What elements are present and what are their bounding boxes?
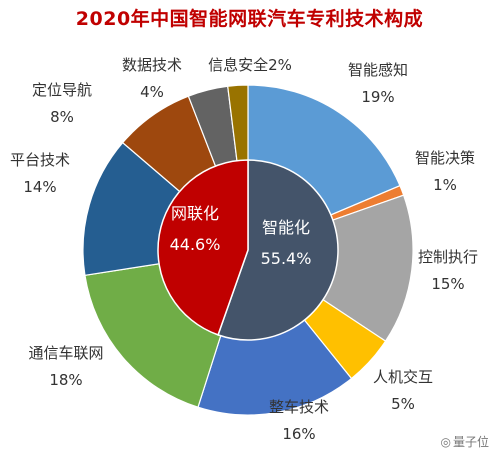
outer-label-9: 信息安全2% bbox=[208, 56, 292, 74]
outer-value-4: 16% bbox=[282, 425, 315, 443]
outer-value-3: 5% bbox=[391, 395, 415, 413]
outer-label-6: 平台技术 bbox=[10, 151, 70, 169]
outer-label-1: 智能决策 bbox=[415, 149, 475, 167]
outer-value-2: 15% bbox=[431, 275, 464, 293]
outer-value-6: 14% bbox=[23, 178, 56, 196]
outer-label-3: 人机交互 bbox=[373, 368, 433, 386]
watermark: ◎ 量子位 bbox=[441, 433, 490, 450]
outer-value-8: 4% bbox=[140, 83, 164, 101]
inner-value-0: 55.4% bbox=[261, 249, 312, 268]
inner-label-1: 网联化 bbox=[171, 204, 219, 223]
watermark-text: 量子位 bbox=[452, 435, 489, 449]
wechat-icon: ◎ bbox=[440, 435, 451, 449]
inner-label-0: 智能化 bbox=[262, 218, 310, 237]
outer-value-7: 8% bbox=[50, 108, 74, 126]
outer-label-0: 智能感知 bbox=[348, 61, 408, 79]
outer-label-4: 整车技术 bbox=[269, 398, 329, 416]
outer-value-1: 1% bbox=[433, 176, 457, 194]
chart-title: 2020年中国智能网联汽车专利技术构成 bbox=[75, 8, 424, 30]
outer-value-5: 18% bbox=[49, 371, 82, 389]
inner-slice-1 bbox=[157, 159, 249, 336]
outer-label-8: 数据技术 bbox=[122, 56, 182, 74]
outer-label-7: 定位导航 bbox=[32, 81, 92, 99]
outer-label-5: 通信车联网 bbox=[28, 344, 103, 362]
inner-value-1: 44.6% bbox=[170, 235, 221, 254]
outer-value-0: 19% bbox=[361, 88, 394, 106]
outer-label-2: 控制执行 bbox=[418, 248, 478, 266]
